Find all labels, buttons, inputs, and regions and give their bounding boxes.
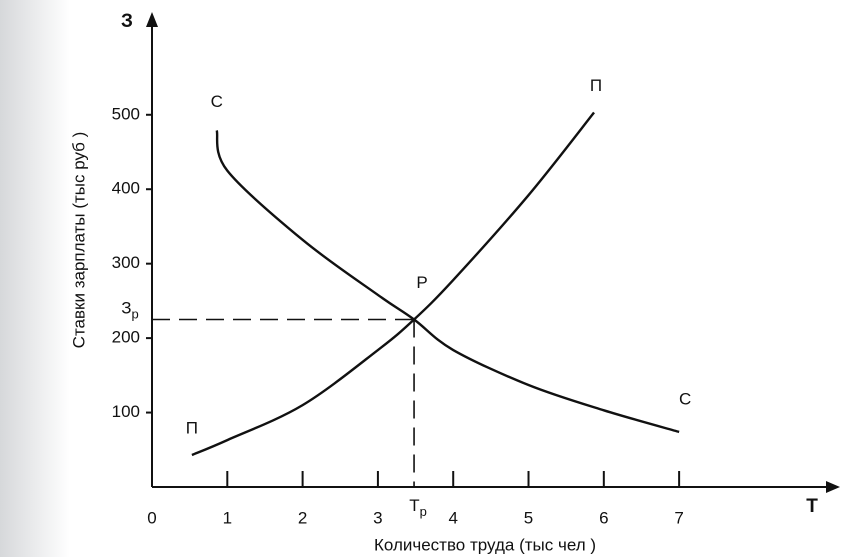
x-equilibrium-label-letter: Т <box>409 496 419 515</box>
curve-label: П <box>186 418 198 437</box>
x-equilibrium-label-sub: р <box>420 504 427 519</box>
x-axis-label: Количество труда (тыс чел ) <box>374 535 596 554</box>
y-equilibrium-label: Зр <box>121 299 139 322</box>
x-tick-label: 5 <box>524 508 533 527</box>
x-tick-label: 2 <box>298 508 307 527</box>
background-strip <box>0 0 70 557</box>
x-tick-label: 4 <box>448 508 457 527</box>
y-equilibrium-label-letter: З <box>121 299 131 318</box>
y-tick-label: 400 <box>112 179 140 198</box>
curve-label: П <box>590 76 602 95</box>
y-tick-label: 200 <box>112 328 140 347</box>
y-arrow <box>146 12 158 27</box>
x-tick-label: 1 <box>223 508 232 527</box>
x-equilibrium-label: Тр <box>409 496 427 519</box>
y-tick-label: 100 <box>112 402 140 421</box>
x-tick-label: 6 <box>599 508 608 527</box>
x-tick-label: 3 <box>373 508 382 527</box>
curve-label: С <box>211 92 223 111</box>
y-axis-label: Ставки зарплаты (тыс руб ) <box>69 132 88 349</box>
x-tick-label: 0 <box>147 508 156 527</box>
y-axis-letter: З <box>121 11 133 32</box>
curve-label: С <box>679 389 691 408</box>
y-equilibrium-label-sub: р <box>132 307 139 322</box>
x-axis-letter: Т <box>806 496 818 517</box>
y-tick-label: 500 <box>112 104 140 123</box>
y-tick-label: 300 <box>112 253 140 272</box>
x-tick-label: 7 <box>674 508 683 527</box>
equilibrium-label: Р <box>416 273 427 292</box>
curve <box>191 111 595 457</box>
curve <box>215 130 680 434</box>
x-arrow <box>826 481 840 493</box>
